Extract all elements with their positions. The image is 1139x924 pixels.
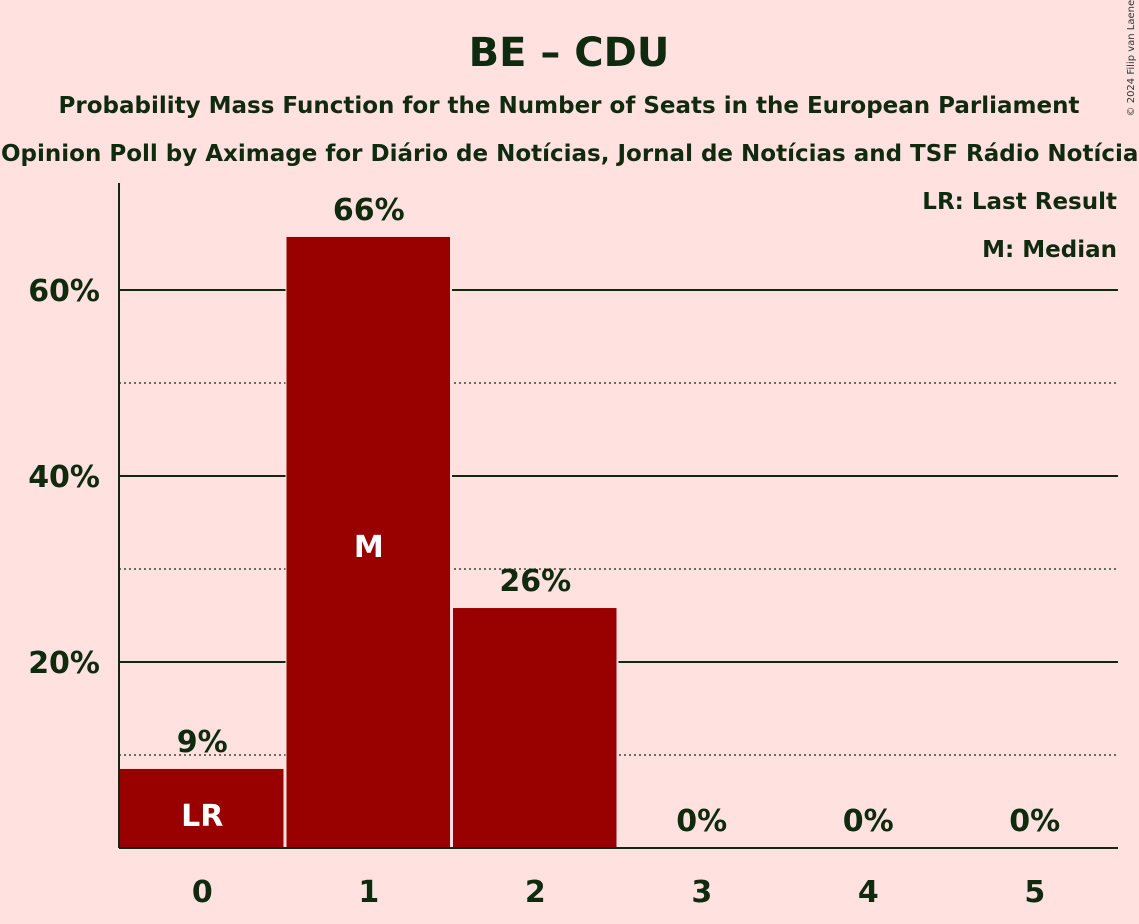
legend-median: M: Median <box>982 237 1117 263</box>
copyright-credit: © 2024 Filip van Laenen <box>1126 0 1137 116</box>
chart-title: BE – CDU <box>469 30 670 76</box>
legend-last-result: LR: Last Result <box>922 189 1117 215</box>
bar-labels: 9% LR 66% M 26% 0% 0% 0% <box>177 193 1060 839</box>
x-tick-5: 5 <box>1024 875 1045 910</box>
chart-subtitle: Probability Mass Function for the Number… <box>59 93 1080 119</box>
value-label-1: 66% <box>333 193 405 228</box>
x-axis: 0 1 2 3 4 5 <box>119 847 1118 910</box>
value-label-4: 0% <box>843 804 894 839</box>
bars <box>119 236 619 848</box>
x-tick-1: 1 <box>358 875 379 910</box>
x-tick-4: 4 <box>858 875 879 910</box>
bar-0 <box>120 768 284 848</box>
bar-1 <box>286 236 450 848</box>
x-tick-3: 3 <box>691 875 712 910</box>
inside-label-lr: LR <box>181 799 223 834</box>
x-tick-2: 2 <box>525 875 546 910</box>
inside-label-m: M <box>354 530 384 565</box>
y-tick-20: 20% <box>28 646 100 681</box>
y-tick-60: 60% <box>28 274 100 309</box>
bar-2 <box>453 608 617 848</box>
y-tick-40: 40% <box>28 460 100 495</box>
y-axis: 20% 40% 60% <box>28 183 120 848</box>
value-label-5: 0% <box>1009 804 1060 839</box>
x-tick-0: 0 <box>192 875 213 910</box>
chart-subtitle-2: Opinion Poll by Aximage for Diário de No… <box>1 141 1139 167</box>
value-label-2: 26% <box>499 564 571 599</box>
value-label-0: 9% <box>177 725 228 760</box>
value-label-3: 0% <box>676 804 727 839</box>
